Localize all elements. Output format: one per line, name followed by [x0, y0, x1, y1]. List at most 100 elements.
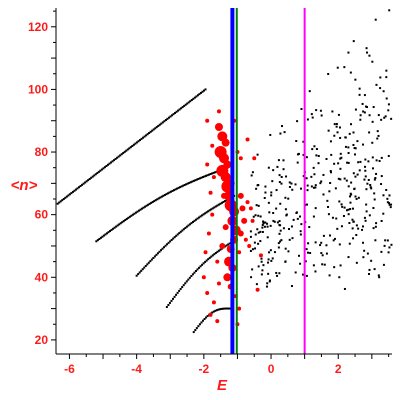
curve-point [119, 222, 122, 225]
red-point [221, 192, 227, 199]
curve-point [192, 179, 195, 182]
scatter-point [288, 181, 291, 184]
scatter-point [366, 252, 369, 255]
curve-point [137, 140, 140, 143]
scatter-point [385, 76, 388, 79]
scatter-point [278, 174, 281, 177]
scatter-point [380, 219, 383, 222]
curve-point [194, 270, 197, 273]
curve-point [178, 232, 181, 235]
curve-point [172, 113, 175, 116]
scatter-point [340, 203, 343, 206]
scatter-point [384, 115, 387, 118]
curve-point [182, 184, 185, 187]
scatter-point [344, 145, 347, 148]
scatter-point [255, 283, 258, 286]
curve-point [105, 164, 108, 167]
scatter-point [342, 214, 345, 217]
curve-point [171, 189, 174, 192]
scatter-point [387, 251, 390, 254]
curve-point [196, 217, 199, 220]
scatter-point [254, 233, 257, 236]
curve-point [128, 215, 131, 218]
curve-point [205, 174, 208, 177]
scatter-point [282, 168, 285, 171]
scatter-point [364, 165, 367, 168]
scatter-point [285, 213, 288, 216]
curve-point [211, 207, 214, 210]
curve-point [116, 156, 119, 159]
curve-point [61, 199, 64, 202]
scatter-point [320, 241, 323, 244]
scatter-point [354, 147, 357, 150]
curve-point [135, 274, 138, 277]
scatter-point [347, 152, 350, 155]
curve-point [162, 194, 165, 197]
scatter-point [311, 148, 314, 151]
scatter-point [267, 166, 270, 169]
y-axis-title: <n> [11, 177, 38, 194]
scatter-point [308, 226, 311, 229]
curve-point [176, 291, 179, 294]
scatter-point [314, 270, 317, 273]
curve-point [160, 195, 163, 198]
curve-point [225, 244, 228, 247]
curve-point [191, 273, 194, 276]
curve-point [202, 89, 205, 92]
scatter-point [353, 153, 356, 156]
curve-point [205, 259, 208, 262]
curve-point [182, 228, 185, 231]
scatter-point [370, 187, 373, 190]
curve-point [210, 255, 213, 258]
scatter-point [380, 118, 383, 121]
scatter-point [338, 200, 341, 203]
scatter-point [359, 118, 362, 121]
curve-point [62, 197, 65, 200]
scatter-point [368, 272, 371, 275]
curve-point [102, 167, 105, 170]
curve-point [116, 224, 119, 227]
curve-point [96, 239, 99, 242]
curve-point [108, 162, 111, 165]
scatter-point [351, 227, 354, 230]
curve-point [210, 208, 213, 211]
curve-point [165, 306, 168, 309]
curve-point [205, 211, 208, 214]
curve-point [156, 198, 159, 201]
scatter-point [339, 136, 342, 139]
scatter-point [310, 185, 313, 188]
scatter-point [333, 123, 336, 126]
curve-point [124, 219, 127, 222]
curve-point [174, 188, 177, 191]
scatter-point [263, 196, 266, 199]
curve-point [192, 97, 195, 100]
scatter-point [355, 197, 358, 200]
curve-point [181, 229, 184, 232]
scatter-point [375, 172, 378, 175]
scatter-point [294, 183, 297, 186]
curve-point [185, 183, 188, 186]
red-point [222, 224, 229, 231]
curve-point [153, 200, 156, 203]
curve-point [90, 176, 93, 179]
scatter-point [268, 280, 271, 283]
scatter-point [306, 251, 309, 254]
scatter-point [329, 140, 332, 143]
curve-point [145, 134, 148, 137]
scatter-point [368, 214, 371, 217]
curve-point [151, 129, 154, 132]
curve-point [163, 193, 166, 196]
scatter-point [355, 233, 358, 236]
scatter-point [320, 180, 323, 183]
scatter-point [275, 207, 278, 210]
scatter-point [337, 113, 340, 116]
curve-point [134, 142, 137, 145]
y-tick-label: 120 [28, 20, 48, 34]
curve-point [164, 244, 167, 247]
scatter-point [262, 222, 265, 225]
curve-point [201, 90, 204, 93]
scatter-point [291, 237, 294, 240]
scatter-point [349, 208, 352, 211]
scatter-point [334, 187, 337, 190]
